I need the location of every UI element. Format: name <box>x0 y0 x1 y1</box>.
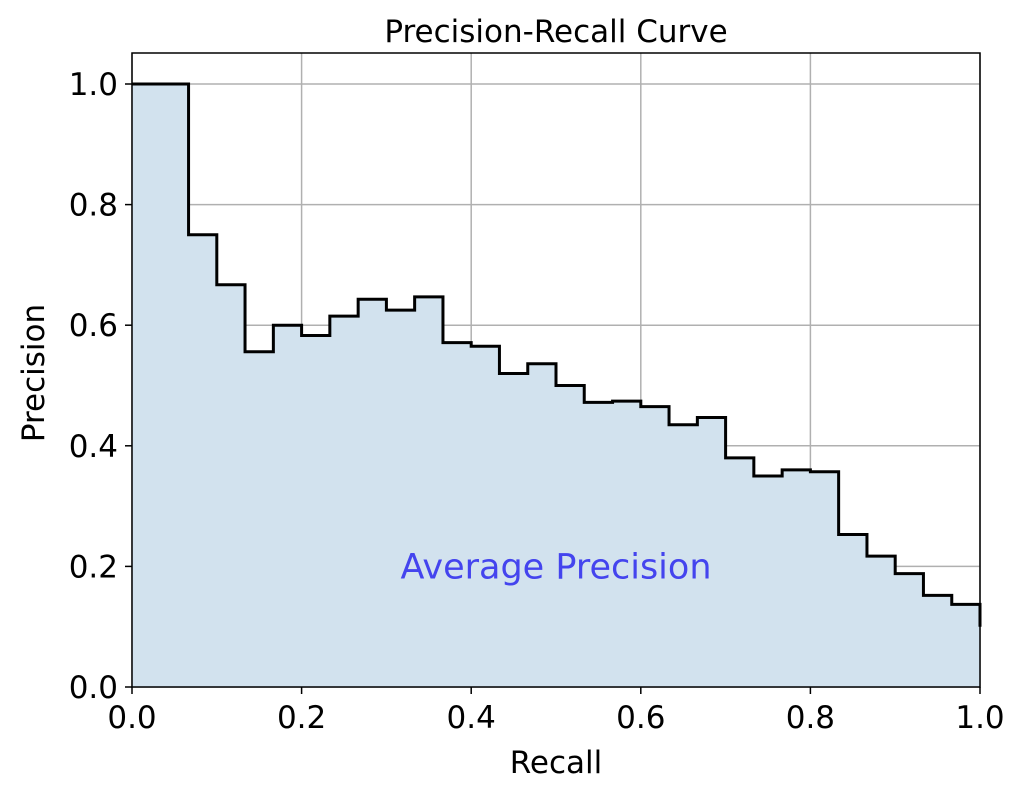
y-tick-label: 0.6 <box>69 308 118 344</box>
y-tick-label: 1.0 <box>69 67 118 103</box>
plot-frame <box>131 52 981 688</box>
y-tick-label: 0.2 <box>69 549 118 585</box>
y-axis-label: Precision <box>16 304 52 442</box>
x-tick-label: 0.4 <box>447 700 496 736</box>
annotation-label: Average Precision <box>400 547 711 587</box>
x-tick-label: 0.6 <box>616 700 665 736</box>
x-tick-label: 0.0 <box>107 700 156 736</box>
x-tick-label: 0.8 <box>786 700 835 736</box>
x-tick-label: 0.2 <box>277 700 326 736</box>
y-tick-label: 0.8 <box>69 188 118 224</box>
y-tick-label: 0.4 <box>69 429 118 465</box>
pr-step-line <box>132 82 982 627</box>
curve-layer <box>132 82 982 627</box>
x-axis-label: Recall <box>510 745 603 781</box>
x-tick-label: 1.0 <box>955 700 1004 736</box>
y-tick-label: 0.0 <box>69 670 118 706</box>
ticks: 0.0 0.2 0.4 0.6 0.8 1.0 0.0 0.2 0.4 0.6 0.8 1.0 <box>69 67 1005 736</box>
chart-title: Precision-Recall Curve <box>384 14 727 50</box>
